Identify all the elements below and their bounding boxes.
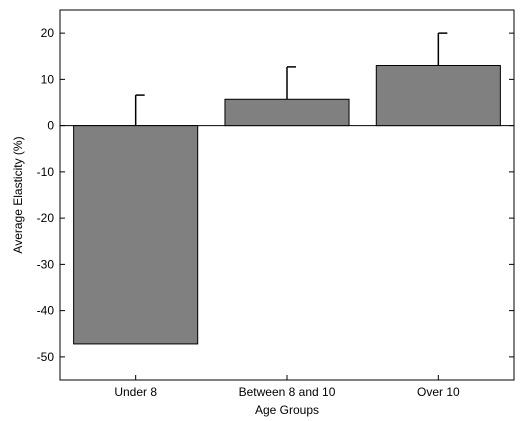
y-tick-label: -30 [37,257,55,271]
bar [375,65,501,127]
y-tick-label: 0 [47,119,54,133]
bar [73,125,199,345]
x-axis-label: Age Groups [255,403,319,417]
y-axis-label: Average Elasticity (%) [11,136,25,253]
y-tick-label: 20 [41,26,55,40]
y-tick-label: -10 [37,165,55,179]
x-tick-label: Under 8 [114,385,157,399]
y-tick-label: 10 [41,72,55,86]
x-tick-label: Between 8 and 10 [239,385,336,399]
y-tick-label: -50 [37,350,55,364]
x-tick-label: Over 10 [417,385,460,399]
y-tick-label: -40 [37,304,55,318]
bar [224,98,350,127]
y-tick-label: -20 [37,211,55,225]
